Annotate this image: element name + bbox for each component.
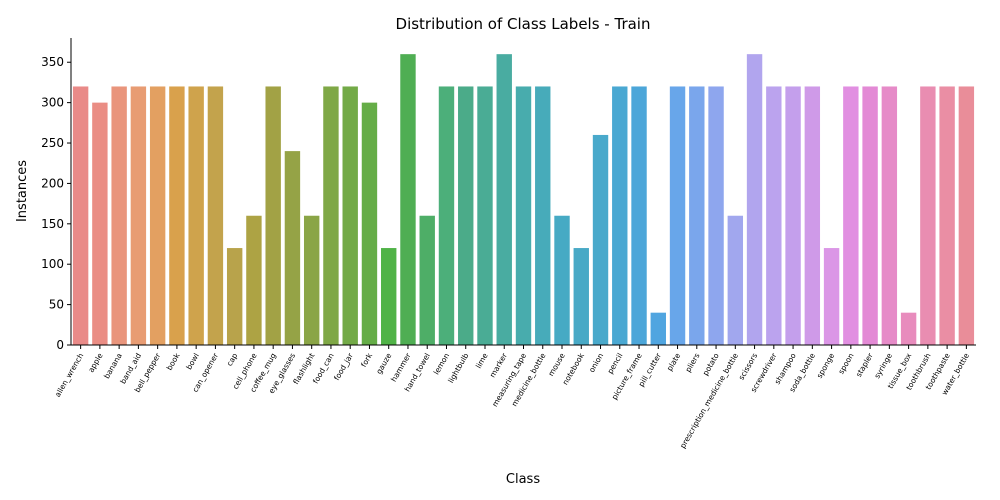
bar-gauze xyxy=(381,248,397,345)
bar-lightbulb xyxy=(458,86,474,345)
x-tick-label: onion xyxy=(587,351,605,374)
bar-potato xyxy=(708,86,724,345)
bar-can-opener xyxy=(207,86,224,345)
x-tick-label: book xyxy=(165,351,182,372)
bar-stapler xyxy=(862,86,878,345)
bar-lime xyxy=(477,86,493,345)
y-tick-label: 200 xyxy=(41,176,64,190)
x-tick-label: lemon xyxy=(432,351,452,376)
y-tick-label: 250 xyxy=(41,136,64,150)
bar-food-can xyxy=(323,86,339,345)
bar-pliers xyxy=(689,86,705,345)
bar-picture-frame xyxy=(631,86,647,345)
bar-toothbrush xyxy=(920,86,936,345)
bar-pencil xyxy=(612,86,628,345)
x-tick-label: plate xyxy=(665,351,682,372)
bar-hand-towel xyxy=(419,215,435,345)
x-tick-label: fork xyxy=(359,351,374,369)
y-tick-label: 0 xyxy=(56,338,64,352)
bar-food-jar xyxy=(342,86,358,345)
x-axis-ticks: allen_wrench applebananaband_aidbell_pepp… xyxy=(53,345,971,450)
bar-screwdriver xyxy=(766,86,782,345)
y-tick-label: 350 xyxy=(41,55,64,69)
bar-medicine-bottle xyxy=(535,86,551,345)
x-tick-label: allen_wrench xyxy=(53,351,86,398)
bar-apple xyxy=(92,102,108,345)
bar-hammer xyxy=(400,54,416,345)
bar-lemon xyxy=(438,86,455,345)
x-tick-label: spoon xyxy=(836,351,855,375)
x-tick-label: sponge xyxy=(815,351,837,380)
bar-plate xyxy=(669,86,686,345)
bar-book xyxy=(169,86,185,345)
bar-toothpaste xyxy=(939,86,955,345)
bar-onion xyxy=(592,134,609,345)
x-tick-label: pliers xyxy=(683,351,701,373)
bar-shampoo xyxy=(785,86,801,345)
bar-marker xyxy=(496,54,512,345)
bar-mouse xyxy=(554,215,570,345)
bar-cell-phone xyxy=(246,215,262,345)
bar-water-bottle xyxy=(958,86,975,345)
x-tick-label: food_jar xyxy=(332,351,355,382)
bar-scissors xyxy=(746,54,763,345)
bar-measuring-tape xyxy=(515,86,532,345)
bar-sponge xyxy=(823,248,840,345)
bar-cap xyxy=(226,248,243,345)
x-tick-label: lime xyxy=(474,351,490,370)
x-tick-label: gauze xyxy=(374,351,393,375)
bars-group xyxy=(72,54,975,345)
bar-eye-glasses xyxy=(284,151,301,345)
x-tick-label: mouse xyxy=(546,351,567,378)
bar-allen-wrench xyxy=(72,86,89,345)
bar-flashlight xyxy=(303,215,320,345)
bar-bell-pepper xyxy=(149,86,166,345)
bar-band-aid xyxy=(130,86,147,345)
bar-prescription-medicine-bottle xyxy=(727,215,744,345)
y-tick-label: 150 xyxy=(41,217,64,231)
bar-notebook xyxy=(573,248,589,345)
bar-syringe xyxy=(881,86,898,345)
bar-spoon xyxy=(843,86,859,345)
chart-title: Distribution of Class Labels - Train xyxy=(396,15,651,33)
y-tick-label: 50 xyxy=(49,298,64,312)
bar-coffee-mug xyxy=(265,86,281,345)
x-tick-label: cap xyxy=(225,351,240,367)
bar-banana xyxy=(111,86,127,345)
x-axis-label: Class xyxy=(506,472,540,487)
x-tick-label: pencil xyxy=(606,352,625,376)
x-tick-label: bowl xyxy=(184,352,201,372)
y-tick-label: 300 xyxy=(41,96,64,110)
x-tick-label: potato xyxy=(701,351,721,377)
bar-bowl xyxy=(188,86,204,345)
bar-tissue-box xyxy=(900,312,917,345)
y-axis-label: Instances xyxy=(15,160,30,222)
y-tick-label: 100 xyxy=(41,257,64,271)
bar-fork xyxy=(361,102,378,345)
bar-soda-bottle xyxy=(804,86,821,345)
bar-pill-cutter xyxy=(650,312,666,345)
x-tick-label: apple xyxy=(86,351,104,374)
y-axis-ticks: 0 50 100 150 200 250 300 350 xyxy=(41,55,71,352)
